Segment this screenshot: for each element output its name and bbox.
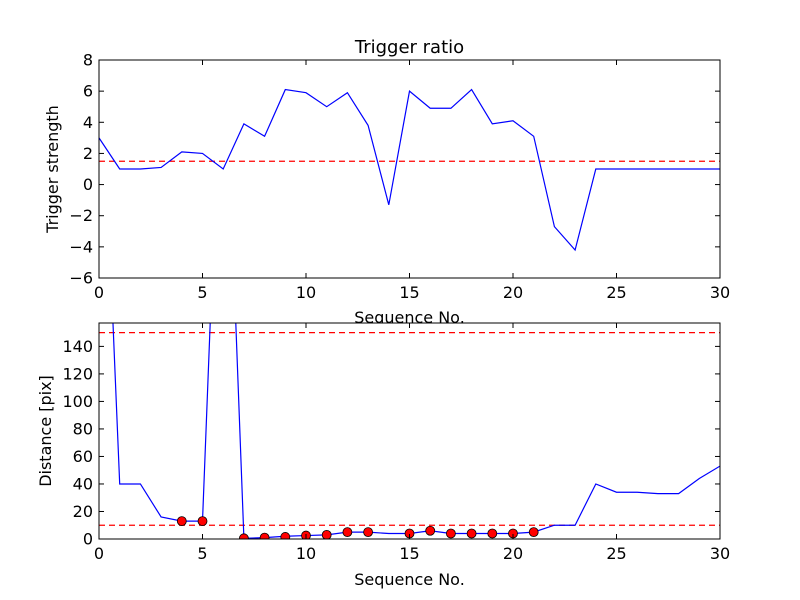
data-point (466, 528, 477, 539)
x-tick-label: 15 (399, 544, 419, 563)
x-tick-label: 10 (296, 283, 316, 302)
y-tick-label: 100 (62, 392, 93, 411)
y-tick-label: 2 (83, 144, 93, 163)
x-tick-label: 0 (94, 544, 104, 563)
x-tick-label: 30 (710, 283, 730, 302)
y-tick-label: 0 (83, 175, 93, 194)
data-point (445, 528, 456, 539)
y-tick-label: 8 (83, 51, 93, 70)
x-tick-label: 5 (197, 544, 207, 563)
x-tick-label: 20 (503, 544, 523, 563)
y-tick-label: 0 (83, 530, 93, 549)
x-axis-label: Sequence No. (354, 570, 465, 589)
series-line (99, 88, 720, 252)
data-point (487, 528, 498, 539)
y-axis-label: Trigger strength (43, 105, 62, 234)
trigger-ratio-plot: 0 5 10 15 20 25 30 −6 −4 −2 0 2 4 6 8 Trigger ratio Se… (43, 37, 730, 327)
y-tick-label: 140 (62, 337, 93, 356)
x-tick-label: 25 (606, 283, 626, 302)
data-point (363, 527, 374, 538)
y-tick-label: 40 (73, 474, 93, 493)
y-tick-label: 6 (83, 82, 93, 101)
data-point (425, 525, 436, 536)
data-point (280, 532, 291, 539)
x-axis-label: Sequence No. (354, 308, 465, 327)
x-tick-label: 15 (399, 283, 419, 302)
data-point (197, 516, 208, 527)
x-tick-label: 30 (710, 544, 730, 563)
chart-title: Trigger ratio (354, 37, 464, 58)
x-tick-label: 25 (606, 544, 626, 563)
y-tick-label: 60 (73, 447, 93, 466)
y-tick-label: −4 (69, 237, 93, 256)
y-tick-label: 80 (73, 419, 93, 438)
x-tick-label: 20 (503, 283, 523, 302)
x-tick-label: 5 (197, 283, 207, 302)
plot-area-background (99, 323, 720, 539)
data-point (321, 529, 332, 539)
data-point (239, 533, 249, 539)
x-tick-label: 10 (296, 544, 316, 563)
y-tick-label: −6 (69, 269, 93, 288)
data-point (342, 527, 353, 538)
y-tick-label: 4 (83, 113, 93, 132)
data-point (259, 532, 270, 539)
y-tick-label: 120 (62, 364, 93, 383)
x-tick-label: 0 (94, 283, 104, 302)
y-axis-label: Distance [pix] (36, 375, 55, 487)
distance-plot: 0 5 10 15 20 25 30 0 20 40 60 80 100 120 140 Sequence … (36, 322, 730, 589)
y-tick-label: −2 (69, 206, 93, 225)
data-point (176, 516, 187, 527)
y-tick-label: 20 (73, 502, 93, 521)
data-point (528, 527, 539, 538)
